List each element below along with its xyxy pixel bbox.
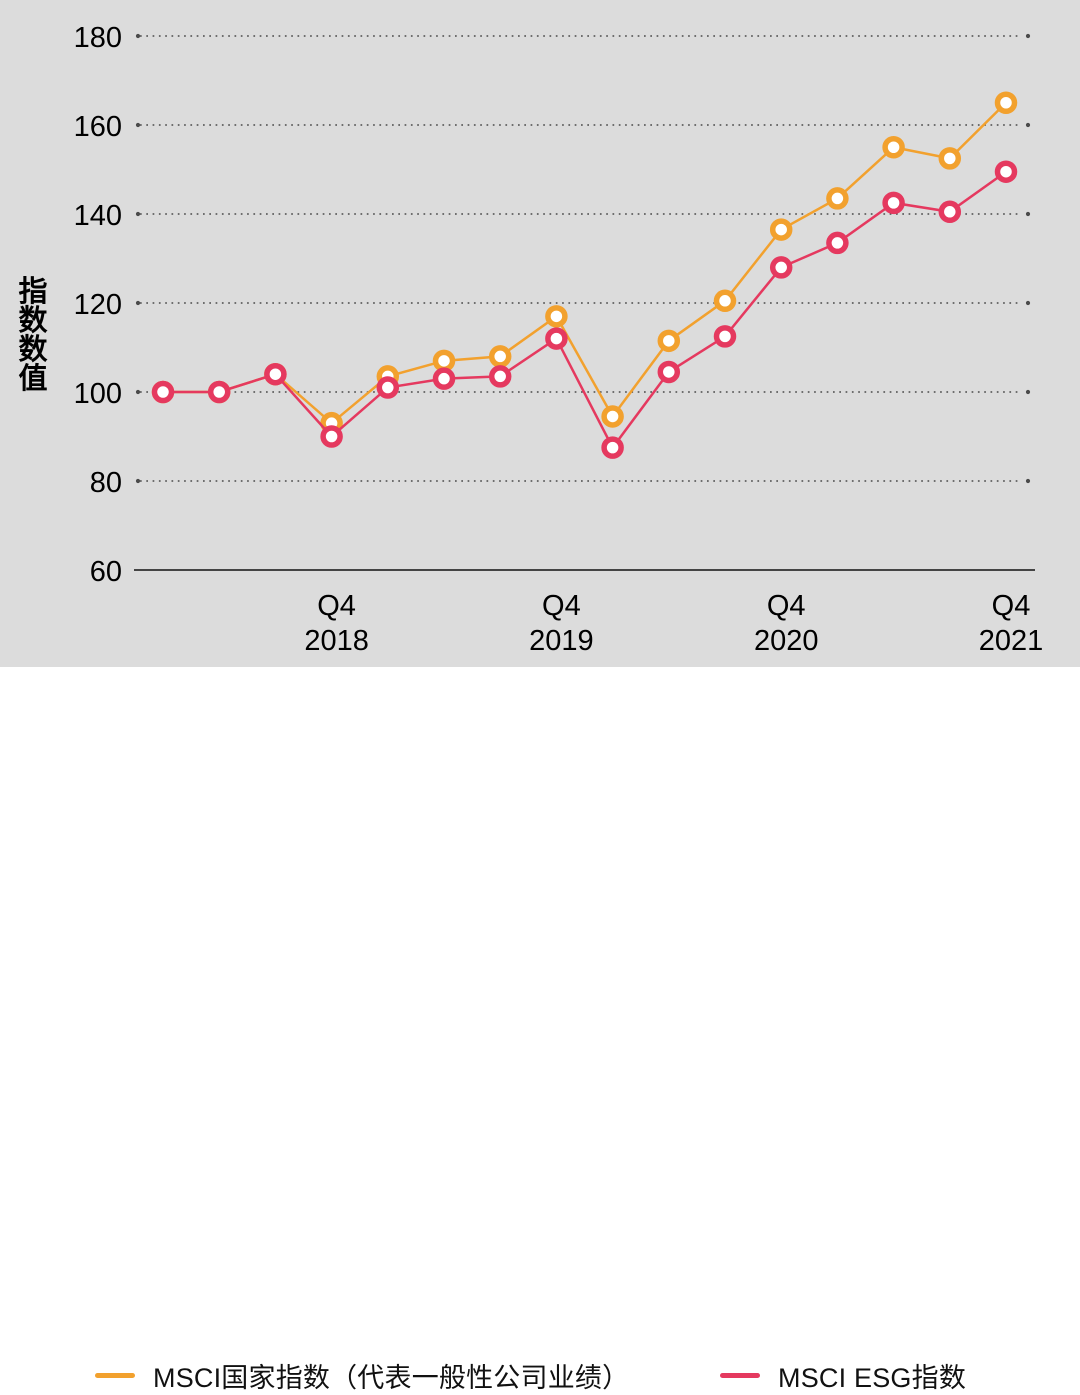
data-point-marker (713, 289, 737, 313)
data-point-marker (488, 365, 512, 388)
y-tick-label: 140 (74, 200, 122, 232)
gridline-end-dot (1025, 122, 1031, 128)
data-point-marker (994, 160, 1018, 183)
legend-item-label: MSCI国家指数（代表一般性公司业绩） (153, 1363, 630, 1393)
y-axis-title: 指数数值 (18, 275, 48, 395)
data-point-marker (882, 191, 905, 215)
gridline-end-dot (135, 33, 141, 39)
data-point-marker (826, 187, 849, 210)
data-point-marker (769, 218, 793, 241)
data-point-marker (545, 305, 568, 328)
data-point-marker (601, 405, 624, 428)
x-tick-label: Q4 2019 (529, 590, 594, 657)
data-point-marker (713, 325, 737, 348)
gridline-end-dot (135, 300, 141, 306)
gridline-end-dot (135, 389, 141, 395)
y-tick-label: 120 (74, 289, 122, 321)
legend-item-esg-index: MSCI ESG指数 (720, 1356, 966, 1395)
y-tick-label: 80 (90, 467, 122, 499)
data-point-marker (938, 200, 962, 224)
data-point-marker (657, 360, 681, 384)
data-point-marker (376, 376, 400, 399)
gridline-end-dot (135, 122, 141, 128)
data-point-marker (207, 380, 231, 404)
data-point-marker (432, 349, 456, 373)
data-point-marker (432, 367, 456, 390)
data-point-marker (882, 136, 905, 159)
country-index-swatch-icon (95, 1373, 135, 1378)
legend-item-label: MSCI ESG指数 (778, 1363, 967, 1393)
index-line-chart: 60 80 100 120 140 160 180 指数数值 Q4 2018 Q4 2019 Q4 202… (18, 22, 1044, 657)
gridline-end-dot (1025, 478, 1031, 484)
data-point-marker (994, 91, 1018, 114)
gridline-end-dot (1025, 300, 1031, 306)
gridline-end-dot (135, 478, 141, 484)
data-point-marker (769, 256, 793, 279)
y-tick-label: 100 (74, 378, 122, 410)
x-tick-label: Q4 2020 (754, 590, 819, 657)
gridline-end-dot (135, 211, 141, 217)
gridline-end-dot (1025, 389, 1031, 395)
esg-index-swatch-icon (720, 1373, 760, 1378)
x-tick-label: Q4 2021 (979, 590, 1044, 657)
gridline-end-dot (1025, 211, 1031, 217)
data-point-marker (938, 147, 962, 170)
data-point-marker (826, 231, 849, 255)
legend: MSCI国家指数（代表一般性公司业绩） MSCI ESG指数 (0, 667, 1080, 1393)
data-point-marker (657, 329, 681, 353)
series-line-1 (163, 170, 1007, 450)
legend-item-country-index: MSCI国家指数（代表一般性公司业绩） (95, 1356, 629, 1395)
gridline-end-dot (1025, 33, 1031, 39)
data-point-marker (151, 380, 175, 404)
data-point-marker (320, 425, 343, 448)
x-tick-label: Q4 2018 (304, 590, 369, 657)
data-point-marker (488, 345, 512, 368)
y-tick-label: 180 (74, 22, 122, 54)
chart-panel: 60 80 100 120 140 160 180 指数数值 Q4 2018 Q4 2019 Q4 202… (0, 0, 1080, 667)
data-point-marker (545, 327, 568, 350)
data-point-marker (601, 436, 624, 459)
y-tick-label: 160 (74, 111, 122, 143)
y-tick-label: 60 (90, 556, 122, 588)
data-point-marker (264, 362, 287, 386)
series-line-0 (163, 101, 1007, 425)
